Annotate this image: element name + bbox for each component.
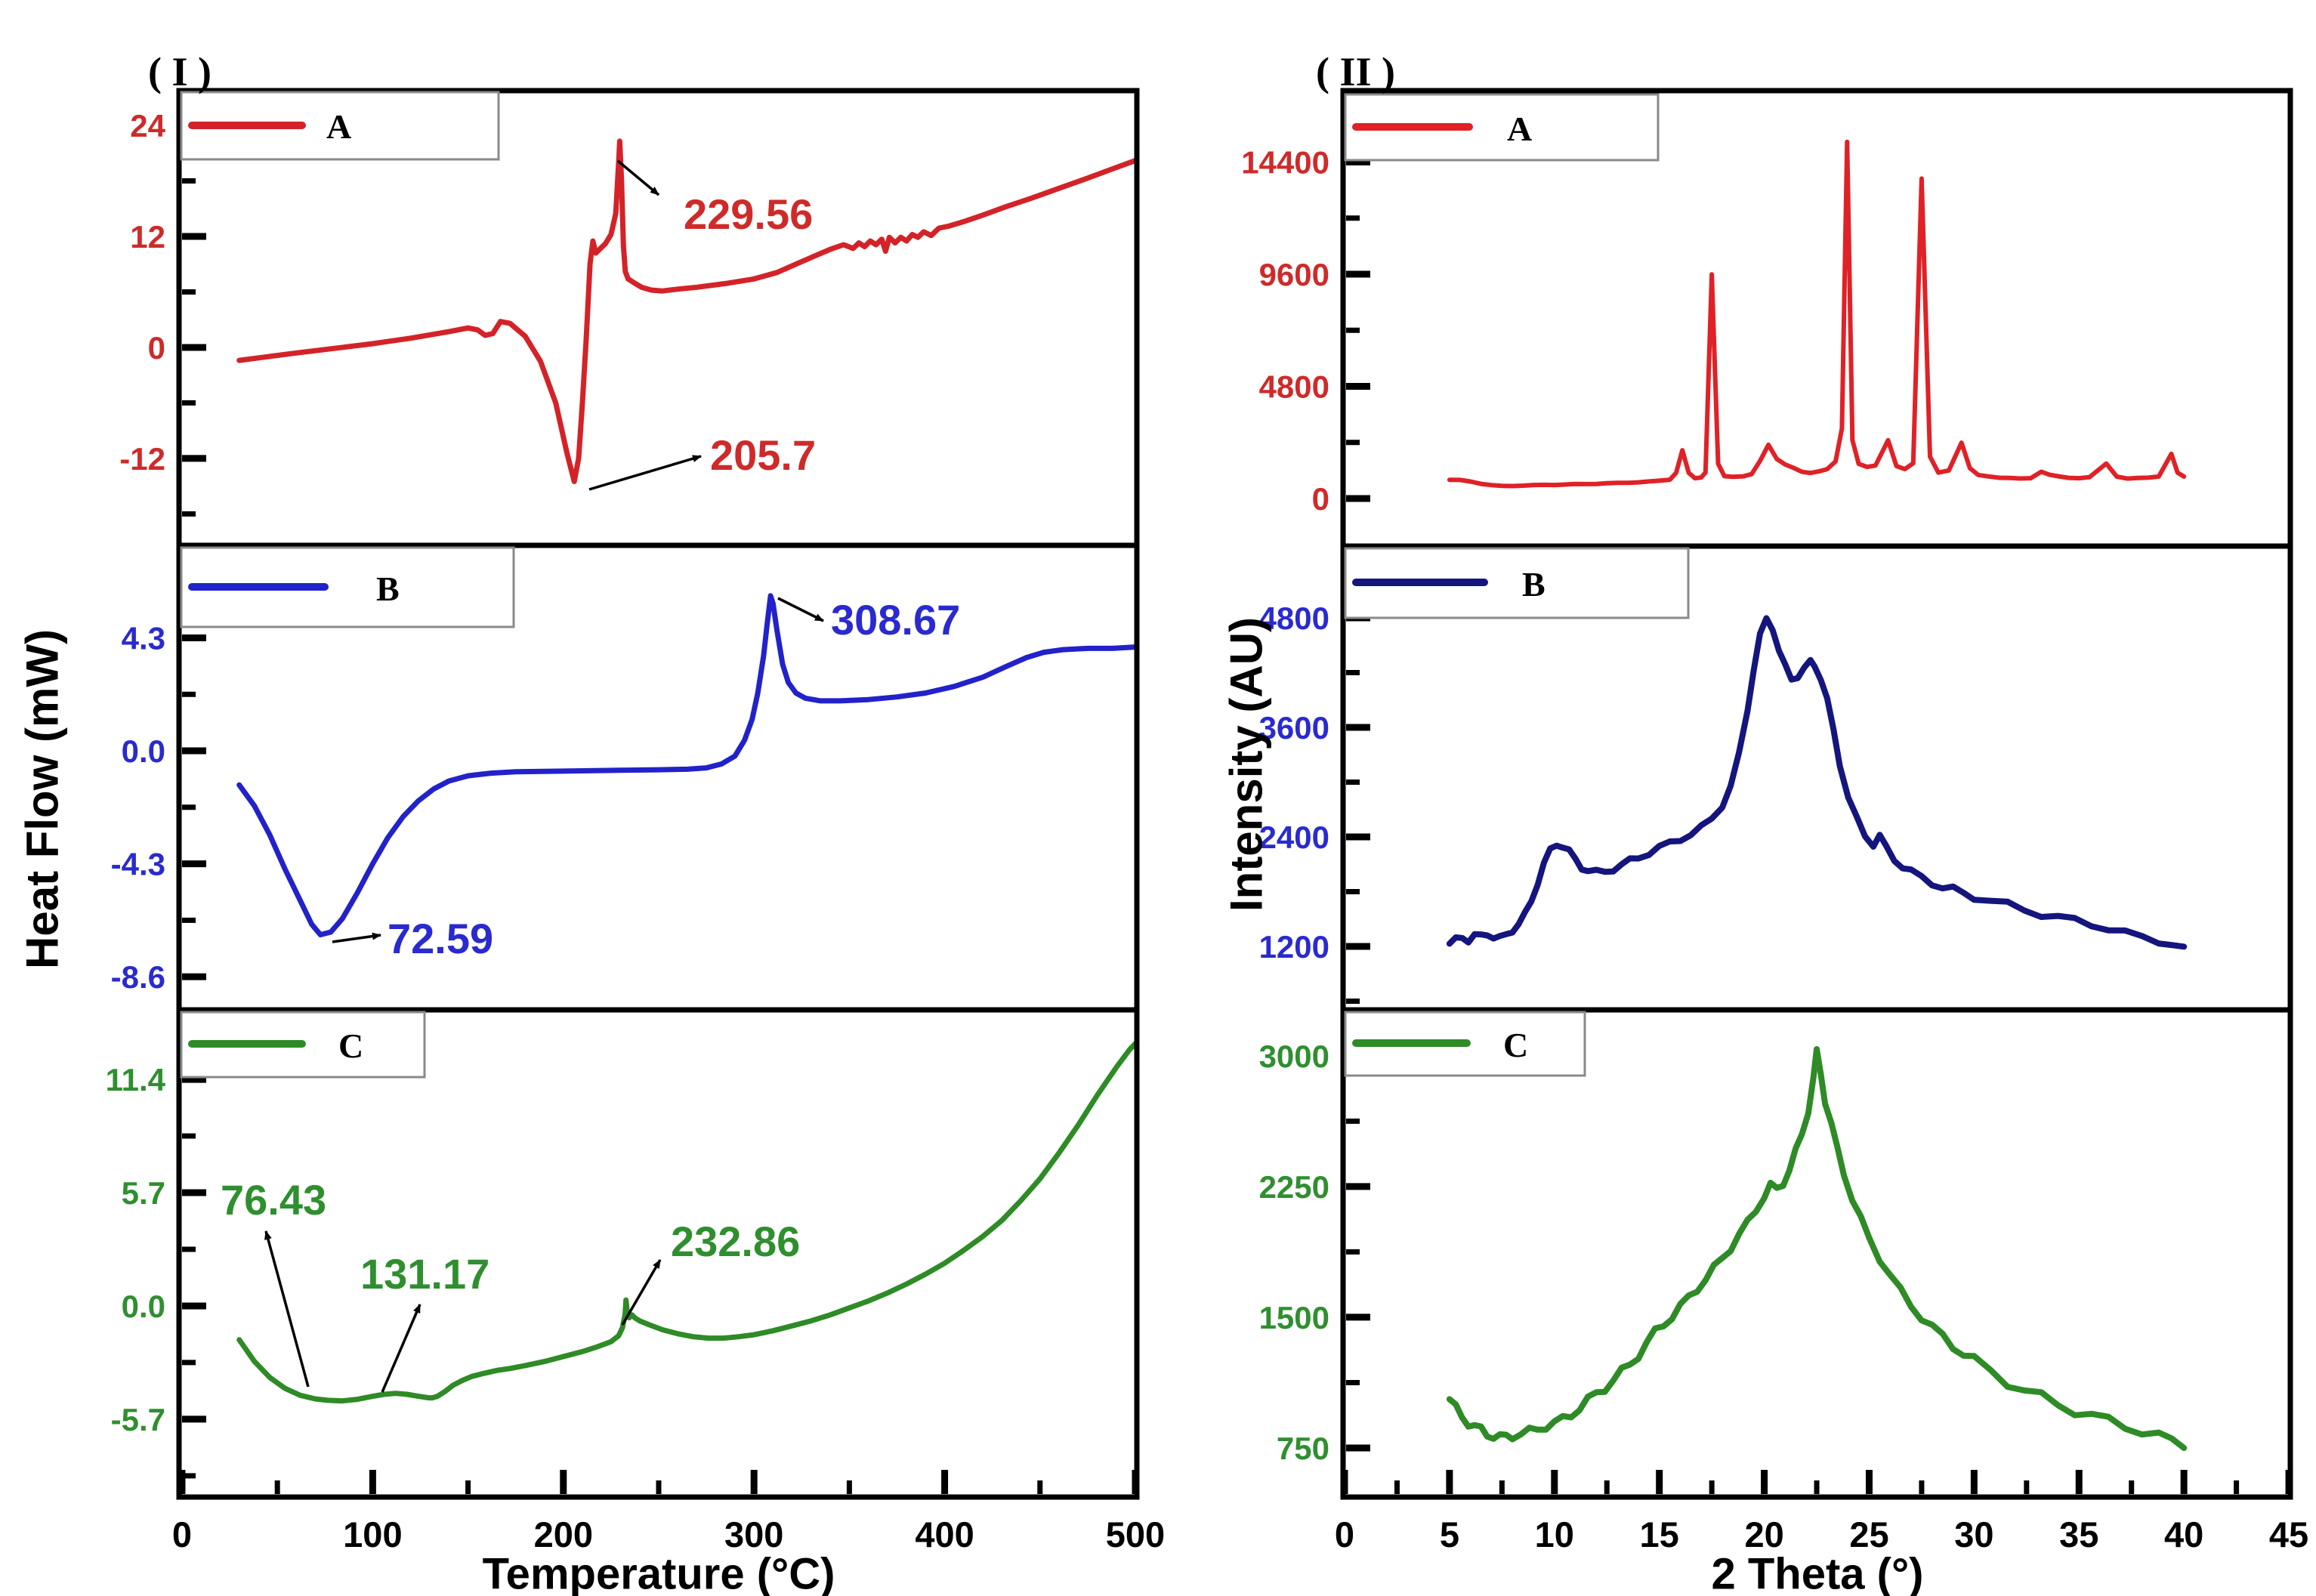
dsc-b-annotation-label: 308.67 <box>831 596 960 644</box>
xrd-a-y-tick-label: 4800 <box>1259 369 1329 405</box>
xrd-c-x-tick-label: 35 <box>2059 1514 2098 1554</box>
dsc-c-curve <box>236 1041 1138 1404</box>
dsc-b-annotation-arrow <box>332 932 381 943</box>
xrd-a-y-tick-label: 9600 <box>1259 257 1329 292</box>
dsc-b-y-tick-label: 0.0 <box>122 733 165 769</box>
xrd-c-x-tick-label: 5 <box>1440 1514 1459 1554</box>
figure-label-II: ( II ) <box>1316 49 1395 94</box>
dsc-c-frame <box>176 1007 1140 1500</box>
dsc-c-x-tick-label: 0 <box>172 1514 192 1554</box>
dsc-c-x-tick-label: 300 <box>724 1514 783 1554</box>
dsc-a-legend-box <box>180 91 500 161</box>
dsc-c-y-tick-label: 11.4 <box>106 1062 166 1097</box>
xrd-c-x-tick-label: 10 <box>1535 1514 1574 1554</box>
dsc-a-legend-label: A <box>326 107 351 146</box>
dsc-c-annotation-label: 76.43 <box>221 1176 326 1224</box>
dsc-c-annotation-arrow <box>621 1259 662 1326</box>
xrd-b-y-tick-label: 4800 <box>1259 600 1329 636</box>
dsc-a-y-tick-label: 24 <box>130 108 165 144</box>
dsc-c-y-tick-label: 5.7 <box>122 1175 165 1211</box>
xrd-c-x-tick-label: 30 <box>1954 1514 1993 1554</box>
dsc-c-annotation-arrow <box>381 1304 422 1393</box>
xrd-a-legend-label: A <box>1507 110 1532 148</box>
xrd-c-frame <box>1340 1007 2293 1500</box>
xrd-c-curve <box>1446 1046 2188 1451</box>
dsc-b-y-tick-label: -4.3 <box>111 847 165 882</box>
dsc-a-annotation-arrow <box>616 159 660 196</box>
dsc-a-curve <box>236 138 1138 484</box>
dsc-c-x-tick-label: 500 <box>1106 1514 1165 1554</box>
dsc-c-y-tick-label: -5.7 <box>111 1402 165 1437</box>
dsc-b-y-tick-label: -8.6 <box>111 959 165 995</box>
dsc-a-y-tick-label: 12 <box>130 219 165 255</box>
dsc-b-legend-label: B <box>376 570 400 608</box>
dsc-b-annotation-arrow <box>777 597 824 622</box>
left-x-axis-title: Temperature (°C) <box>482 1549 835 1596</box>
dsc-c-annotation-label: 131.17 <box>360 1250 489 1298</box>
xrd-c-y-tick-label: 1500 <box>1259 1300 1329 1335</box>
left-y-axis-title: Heat Flow (mW) <box>17 629 68 969</box>
right-x-axis-title: 2 Theta (°) <box>1711 1549 1924 1596</box>
xrd-c-legend-label: C <box>1503 1026 1528 1064</box>
xrd-c-y-tick-label: 750 <box>1277 1431 1329 1466</box>
xrd-b-y-tick-label: 1200 <box>1259 929 1329 965</box>
xrd-c-y-tick-label: 3000 <box>1259 1039 1329 1074</box>
dsc-c-x-tick-label: 200 <box>534 1514 593 1554</box>
dsc-c-x-tick-label: 100 <box>343 1514 402 1554</box>
dsc-a-y-tick-label: 0 <box>148 330 165 366</box>
dsc-b-y-tick-label: 4.3 <box>122 620 165 656</box>
dsc-b-annotation-label: 72.59 <box>388 915 493 962</box>
dsc-c-annotation-arrow <box>264 1230 310 1388</box>
dsc-c-legend-label: C <box>338 1026 363 1065</box>
xrd-a-y-tick-label: 0 <box>1312 481 1329 517</box>
xrd-b-legend-label: B <box>1522 565 1546 604</box>
xrd-c-x-tick-label: 40 <box>2164 1514 2203 1554</box>
dsc-a-annotation-arrow <box>588 455 702 491</box>
xrd-a-curve <box>1447 139 2187 489</box>
figure-label-I: ( I ) <box>148 49 212 94</box>
xrd-c-x-tick-label: 25 <box>1849 1514 1888 1554</box>
xrd-c-x-tick-label: 0 <box>1335 1514 1354 1554</box>
dsc-a-annotation-label: 229.56 <box>684 190 813 238</box>
dsc-c-x-tick-label: 400 <box>915 1514 974 1554</box>
dsc-a-y-tick-label: -12 <box>119 441 165 477</box>
xrd-c-x-tick-label: 15 <box>1640 1514 1679 1554</box>
xrd-a-y-tick-label: 14400 <box>1241 145 1329 181</box>
dsc-c-annotation-label: 232.86 <box>671 1218 800 1265</box>
xrd-b-y-tick-label: 2400 <box>1259 820 1329 855</box>
dsc-a-annotation-label: 205.7 <box>710 431 816 479</box>
xrd-b-y-tick-label: 3600 <box>1259 710 1329 746</box>
dsc-c-y-tick-label: 0.0 <box>122 1289 165 1324</box>
right-y-axis-title: Intensity (AU) <box>1221 617 1272 912</box>
xrd-c-x-tick-label: 45 <box>2269 1514 2308 1554</box>
xrd-c-x-tick-label: 20 <box>1744 1514 1783 1554</box>
xrd-b-curve <box>1446 615 2188 950</box>
dsc-b-curve <box>236 593 1138 937</box>
xrd-c-y-tick-label: 2250 <box>1259 1169 1329 1205</box>
